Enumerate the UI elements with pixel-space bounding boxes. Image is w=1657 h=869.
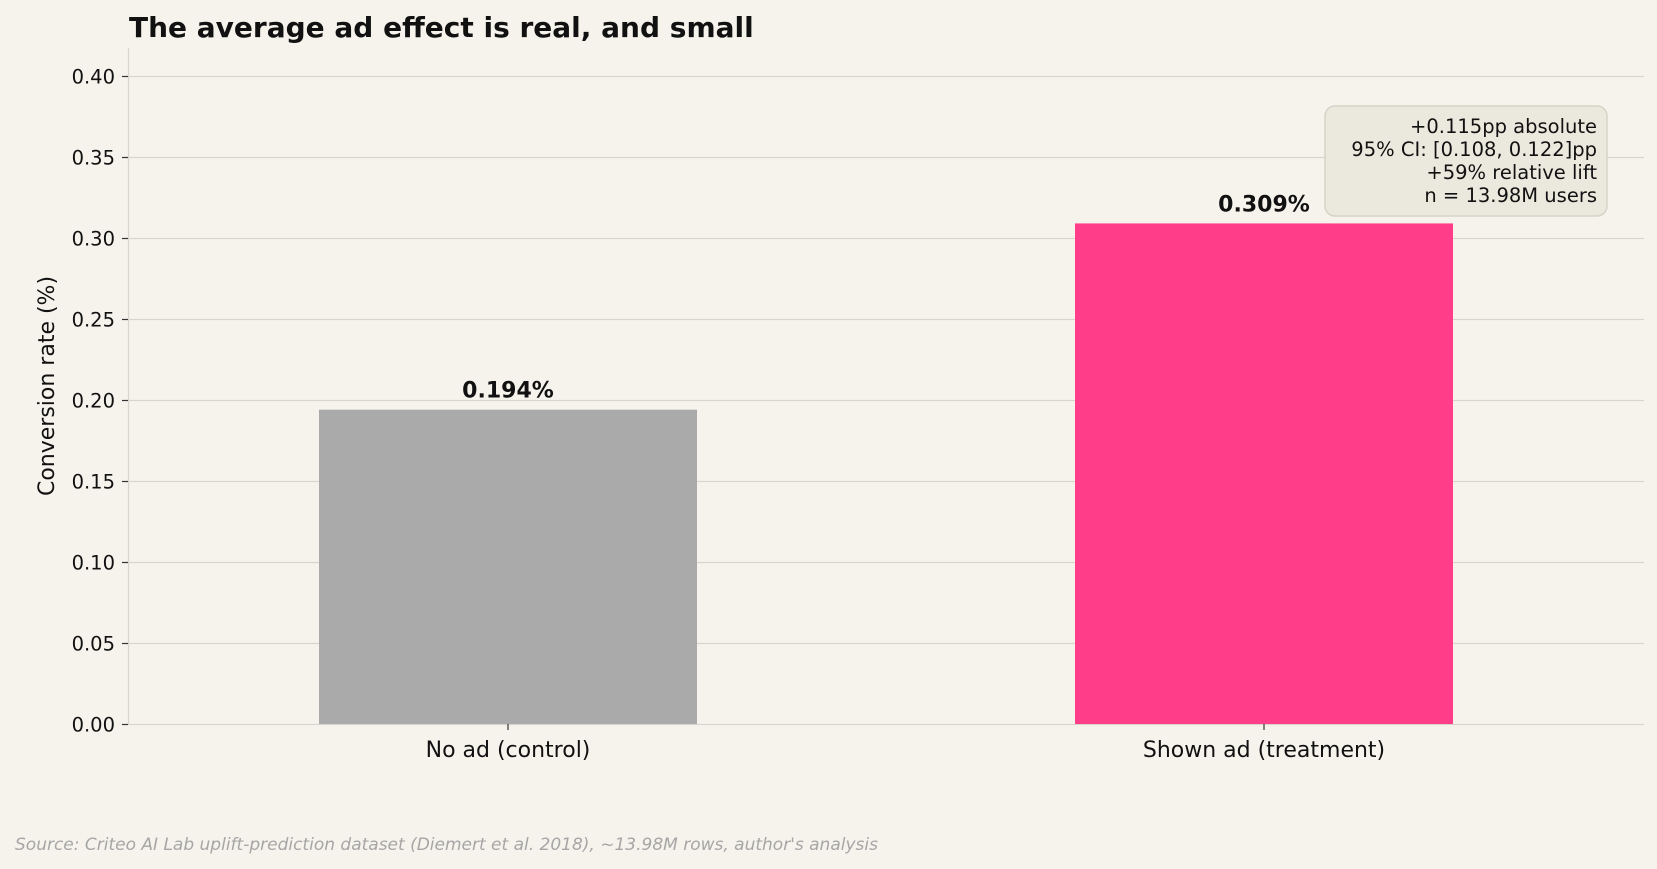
bar	[1075, 223, 1453, 725]
y-tick-label: 0.25	[72, 309, 115, 332]
annotation-line-n: n = 13.98M users	[1424, 184, 1597, 207]
chart-title: The average ad effect is real, and small	[129, 11, 754, 44]
y-tick-label: 0.15	[72, 471, 115, 494]
bar-value-label: 0.309%	[1218, 192, 1310, 217]
annotation-line-ci: 95% CI: [0.108, 0.122]pp	[1351, 138, 1597, 161]
y-tick-label: 0.20	[72, 390, 115, 413]
x-tick-label: Shown ad (treatment)	[1143, 738, 1385, 763]
y-tick-label: 0.05	[72, 633, 115, 656]
y-tick-label: 0.35	[72, 147, 115, 170]
annotation-line-absolute: +0.115pp absolute	[1410, 115, 1597, 138]
x-axis-ticks: No ad (control) Shown ad (treatment)	[426, 724, 1385, 763]
source-note: Source: Criteo AI Lab uplift-prediction …	[15, 835, 878, 855]
stats-annotation: +0.115pp absolute 95% CI: [0.108, 0.122]…	[1324, 105, 1608, 217]
annotation-box	[1324, 105, 1608, 217]
bars: 0.194% 0.309%	[319, 192, 1453, 725]
y-tick-label: 0.40	[72, 66, 115, 89]
y-tick-label: 0.30	[72, 228, 115, 251]
bar	[319, 409, 697, 724]
annotation-line-relative: +59% relative lift	[1426, 161, 1597, 184]
y-tick-label: 0.00	[72, 714, 115, 737]
y-tick-label: 0.10	[72, 552, 115, 575]
y-axis-ticks: 0.00 0.05 0.10 0.15 0.20 0.25 0.30 0.35 0.40	[72, 66, 128, 737]
y-axis-title: Conversion rate (%)	[35, 276, 60, 496]
bar-value-label: 0.194%	[462, 379, 554, 404]
x-tick-label: No ad (control)	[426, 738, 591, 763]
